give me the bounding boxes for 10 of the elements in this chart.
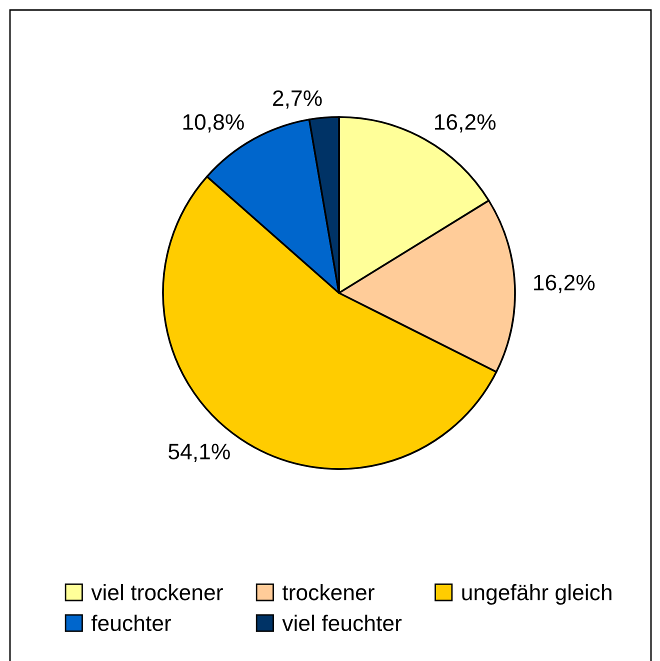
legend-label: trockener <box>282 584 374 600</box>
data-label: 10,8% <box>183 114 244 133</box>
legend-label: feuchter <box>91 614 172 632</box>
data-label: 54,1% <box>168 444 230 462</box>
data-label: 16,2% <box>435 114 496 133</box>
data-label: 16,2% <box>534 274 595 294</box>
legend-label: viel trockener <box>91 584 223 600</box>
data-label: 2,7% <box>273 90 322 109</box>
legend-label: viel feuchter <box>282 614 402 632</box>
legend-label: ungefähr gleich <box>462 584 612 605</box>
